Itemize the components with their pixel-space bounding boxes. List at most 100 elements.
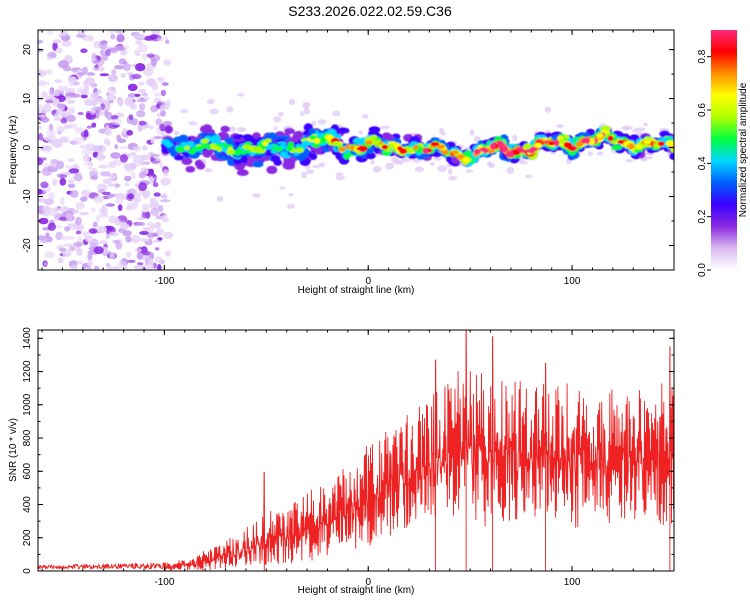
noise-blob (138, 182, 148, 192)
noise-blob (110, 33, 116, 40)
snr-series-line (38, 330, 674, 571)
colorbar-tick-label: 0.6 (697, 103, 708, 117)
y-tick-label: 600 (22, 462, 33, 479)
noise-blob (133, 145, 142, 152)
noise-blob (92, 168, 98, 173)
noise-blob (102, 178, 113, 185)
noise-blob (65, 212, 73, 222)
faint-speckle (302, 102, 310, 110)
ridge-blob (202, 124, 212, 132)
noise-blob (162, 213, 168, 222)
noise-blob (156, 37, 164, 42)
noise-blob (90, 175, 99, 180)
noise-blob (66, 106, 75, 115)
ridge-blob (669, 152, 674, 160)
noise-blob (86, 77, 95, 85)
noise-blob (141, 203, 150, 211)
noise-blob (127, 193, 134, 200)
ridge-blob (185, 166, 196, 173)
noise-blob (114, 65, 125, 70)
spectrogram-frame (37, 29, 675, 271)
noise-blob (116, 34, 125, 43)
noise-blob (160, 107, 165, 112)
noise-blob (142, 96, 150, 101)
noise-blob (107, 74, 118, 83)
noise-blob (92, 60, 99, 64)
noise-blob (141, 53, 148, 61)
figure-title: S233.2026.022.02.59.C36 (288, 3, 452, 19)
ridge-blob (264, 138, 272, 143)
noise-blob (67, 243, 74, 248)
noise-blob (103, 104, 111, 111)
faint-speckle (473, 135, 481, 143)
noise-blob (83, 98, 95, 107)
y-tick-label: 1200 (22, 360, 33, 383)
noise-blob (88, 228, 98, 234)
faint-speckle (279, 186, 286, 190)
noise-blob (68, 168, 80, 174)
ridge-blob (665, 140, 674, 147)
noise-blob (118, 97, 124, 107)
faint-speckle (621, 126, 630, 130)
faint-speckle (448, 175, 458, 181)
noise-blob (139, 103, 146, 111)
noise-blob (81, 66, 88, 74)
noise-blob (134, 248, 143, 253)
noise-blob (108, 231, 120, 237)
faint-speckle (288, 98, 296, 106)
ridge-blob (643, 139, 651, 145)
noise-blob (59, 247, 67, 253)
noise-blob (164, 36, 169, 40)
noise-blob (157, 237, 163, 241)
ridge-blob (273, 159, 283, 166)
noise-blob (136, 252, 144, 260)
noise-blob (96, 153, 105, 162)
noise-blob (155, 118, 163, 126)
noise-blob (77, 237, 83, 241)
noise-blob (82, 154, 91, 163)
noise-blob (45, 99, 54, 104)
faint-speckle (237, 93, 245, 97)
faint-speckle (370, 160, 375, 165)
noise-blob (67, 236, 76, 240)
noise-blob (47, 56, 52, 61)
ridge-blob (200, 138, 210, 144)
y-tick-label: 800 (22, 429, 33, 446)
noise-blob (75, 201, 85, 210)
noise-blob (66, 96, 72, 100)
ridge-blob (251, 148, 259, 153)
noise-blob (38, 48, 44, 53)
noise-blob (160, 89, 167, 97)
noise-blob (136, 222, 146, 226)
noise-blob (127, 202, 138, 210)
y-tick-label: 20 (22, 44, 33, 56)
ridge-blob (211, 145, 219, 149)
noise-blob (77, 111, 84, 116)
colorbar-ticks: 0.0 0.2 0.4 0.6 0.8 (697, 49, 711, 277)
noise-blob (99, 40, 107, 50)
noise-blob (153, 192, 161, 197)
noise-blob (79, 144, 87, 149)
y-tick-label: 0 (22, 144, 33, 150)
ridge-blob (324, 134, 334, 140)
noise-blob (150, 153, 160, 158)
snr-xlabel: Height of straight line (km) (298, 585, 415, 596)
noise-blob (97, 66, 105, 72)
noise-blob (88, 166, 94, 171)
faint-speckle (379, 125, 390, 130)
noise-blob (145, 211, 151, 219)
noise-blob (158, 205, 164, 212)
noise-blob (105, 203, 116, 207)
noise-blob (111, 69, 117, 75)
noise-blob (137, 262, 144, 266)
faint-speckle (204, 168, 213, 173)
noise-blob (60, 196, 65, 206)
noise-blob (115, 197, 123, 204)
noise-blob (106, 111, 113, 121)
faint-speckle (632, 128, 638, 133)
noise-blob (81, 189, 91, 197)
noise-blob (98, 164, 109, 169)
faint-speckle (385, 162, 394, 170)
noise-blob (149, 34, 158, 40)
noise-blob (97, 213, 109, 218)
